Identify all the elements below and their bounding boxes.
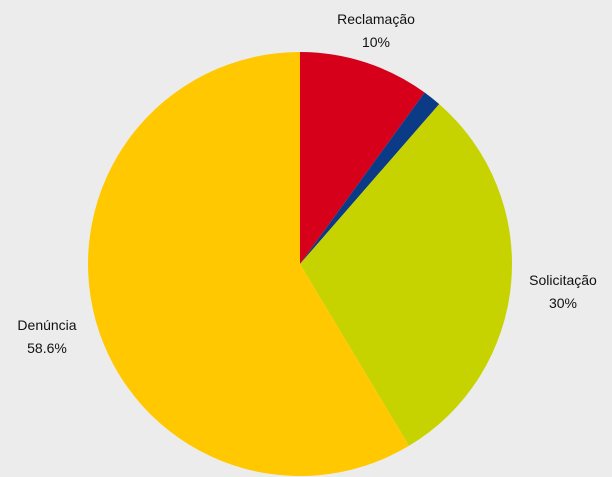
slice-value-reclamacao: 10% [362,34,390,50]
pie-slices [88,52,513,476]
slice-label-denuncia: Denúncia [17,317,76,333]
slice-label-solicitacao: Solicitação [529,272,597,288]
slice-label-reclamacao: Reclamação [337,11,415,27]
pie-slice-solicitacao [300,104,513,446]
pie-slice-reclamacao [300,52,425,264]
slice-value-solicitacao: 30% [549,295,577,311]
pie-slice-1 [300,92,440,265]
pie-slice-denuncia [88,52,410,476]
slice-value-denuncia: 58.6% [27,340,67,356]
pie-labels: Reclamação 10% Solicitação 30% Denúncia … [17,11,597,356]
